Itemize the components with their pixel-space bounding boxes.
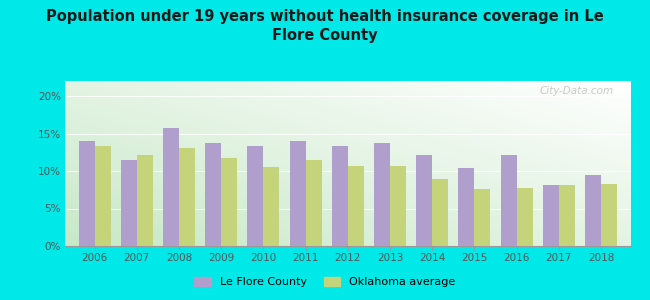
- Bar: [432, 178, 448, 246]
- Bar: [247, 146, 263, 246]
- Bar: [79, 141, 94, 246]
- Bar: [179, 148, 195, 246]
- Bar: [500, 155, 517, 246]
- Bar: [332, 146, 348, 246]
- Bar: [163, 128, 179, 246]
- Legend: Le Flore County, Oklahoma average: Le Flore County, Oklahoma average: [190, 272, 460, 291]
- Bar: [390, 166, 406, 246]
- Bar: [416, 154, 432, 246]
- Bar: [374, 142, 390, 246]
- Bar: [121, 160, 136, 246]
- Bar: [136, 154, 153, 246]
- Bar: [205, 143, 221, 246]
- Bar: [585, 175, 601, 246]
- Bar: [474, 189, 490, 246]
- Bar: [543, 184, 559, 246]
- Bar: [348, 166, 364, 246]
- Bar: [289, 141, 306, 246]
- Bar: [94, 146, 111, 246]
- Bar: [306, 160, 322, 246]
- Bar: [221, 158, 237, 246]
- Text: Population under 19 years without health insurance coverage in Le
Flore County: Population under 19 years without health…: [46, 9, 604, 43]
- Text: City-Data.com: City-Data.com: [540, 86, 614, 96]
- Bar: [458, 168, 474, 246]
- Bar: [517, 188, 532, 246]
- Bar: [601, 184, 617, 246]
- Bar: [263, 167, 280, 246]
- Bar: [559, 184, 575, 246]
